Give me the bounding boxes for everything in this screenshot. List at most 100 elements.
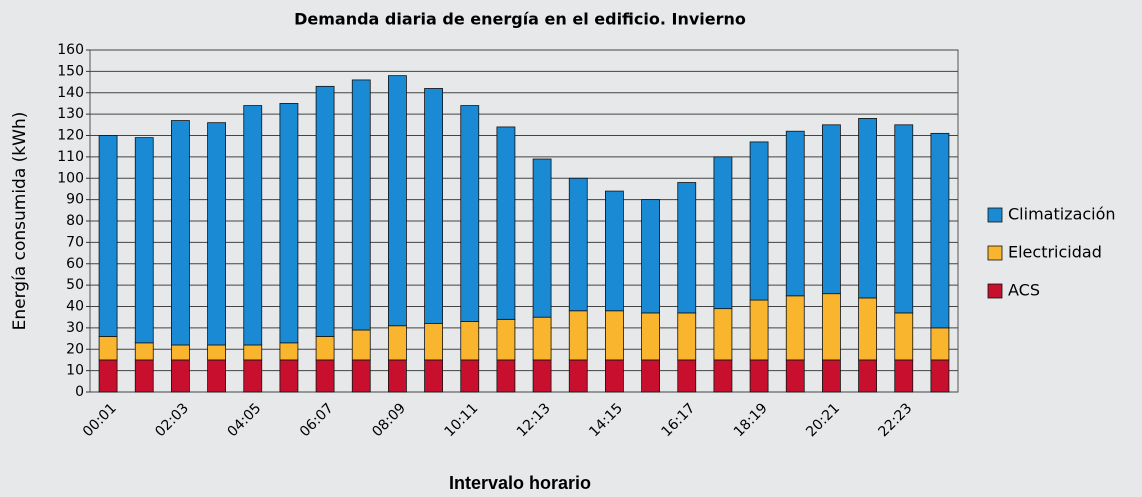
bar-segment xyxy=(388,359,407,393)
y-tick-label: 20 xyxy=(66,341,84,357)
bar-segment xyxy=(496,126,516,320)
bar-segment xyxy=(496,359,516,393)
bar-segment xyxy=(424,88,443,324)
bar-segment xyxy=(605,359,624,393)
bar-segment xyxy=(207,344,226,361)
bar-segment xyxy=(532,158,552,318)
bar-segment xyxy=(496,318,516,361)
bar-segment xyxy=(713,359,733,393)
x-tick-label: 20:21 xyxy=(803,400,843,440)
bar-segment xyxy=(641,312,660,361)
bar-segment xyxy=(98,135,118,337)
bar-segment xyxy=(858,118,877,299)
bar-segment xyxy=(424,359,443,393)
bar-segment xyxy=(568,359,588,393)
bar-segment xyxy=(388,75,407,327)
x-axis-title: Intervalo horario xyxy=(449,473,591,493)
y-tick-label: 150 xyxy=(57,63,84,79)
x-tick-label: 00:01 xyxy=(80,400,120,440)
bar-segment xyxy=(677,182,697,314)
bar-segment xyxy=(207,122,226,346)
bar-segment xyxy=(785,130,805,297)
bar-segment xyxy=(134,359,154,393)
y-tick-label: 90 xyxy=(66,192,84,208)
bar-segment xyxy=(641,359,660,393)
y-tick-label: 130 xyxy=(57,106,84,122)
bar-segment xyxy=(134,137,154,344)
bar-segment xyxy=(568,310,588,361)
y-axis-title: Energía consumida (kWh) xyxy=(10,112,30,331)
y-tick-label: 70 xyxy=(66,234,84,250)
y-tick-label: 160 xyxy=(57,42,84,58)
bar-segment xyxy=(785,295,805,361)
bar-segment xyxy=(713,156,733,310)
bar-segment xyxy=(279,359,299,393)
bar-segment xyxy=(460,359,480,393)
bar-segment xyxy=(98,359,118,393)
bar-segment xyxy=(315,85,335,337)
y-tick-label: 40 xyxy=(66,299,84,315)
bar-segment xyxy=(279,103,299,344)
x-tick-label: 08:09 xyxy=(369,400,409,440)
bar-segment xyxy=(677,359,697,393)
bar-segment xyxy=(351,359,371,393)
bar-segment xyxy=(605,190,624,312)
bar-segment xyxy=(822,293,841,361)
legend-label: Climatización xyxy=(1008,205,1116,224)
y-tick-label: 140 xyxy=(57,85,84,101)
bar-segment xyxy=(243,105,263,346)
bar-segment xyxy=(713,308,733,361)
bar-segment xyxy=(822,359,841,393)
bar-segment xyxy=(641,199,660,314)
bar-segment xyxy=(749,141,769,301)
legend-swatch xyxy=(987,207,1003,223)
bar-segment xyxy=(785,359,805,393)
y-tick-label: 50 xyxy=(66,277,84,293)
bar-segment xyxy=(171,344,190,361)
legend-swatch xyxy=(987,283,1003,299)
legend-swatch xyxy=(987,245,1003,261)
y-tick-label: 100 xyxy=(57,170,84,186)
bar-segment xyxy=(243,344,263,361)
bar-segment xyxy=(207,359,226,393)
x-tick-label: 06:07 xyxy=(297,400,337,440)
bar-segment xyxy=(858,359,877,393)
bar-segment xyxy=(677,312,697,361)
y-tick-label: 80 xyxy=(66,213,84,229)
bar-segment xyxy=(351,329,371,361)
y-tick-label: 120 xyxy=(57,128,84,144)
bar-segment xyxy=(605,310,624,361)
y-tick-label: 10 xyxy=(66,363,84,379)
bar-segment xyxy=(134,342,154,361)
bar-segment xyxy=(388,325,407,361)
chart-title: Demanda diaria de energía en el edificio… xyxy=(294,10,746,29)
x-tick-label: 16:17 xyxy=(659,400,699,440)
x-tick-label: 18:19 xyxy=(731,400,771,440)
bar-segment xyxy=(930,359,950,393)
x-tick-label: 04:05 xyxy=(225,400,265,440)
bar-segment xyxy=(749,299,769,361)
bar-segment xyxy=(822,124,841,295)
bar-segment xyxy=(894,359,914,393)
y-tick-label: 60 xyxy=(66,256,84,272)
bar-segment xyxy=(351,79,371,331)
bar-segment xyxy=(894,124,914,314)
bar-segment xyxy=(171,120,190,346)
bar-segment xyxy=(424,323,443,361)
x-tick-label: 10:11 xyxy=(442,400,482,440)
bar-segment xyxy=(171,359,190,393)
bar-segment xyxy=(930,132,950,329)
bar-segment xyxy=(315,336,335,361)
bar-segment xyxy=(930,327,950,361)
x-tick-label: 14:15 xyxy=(586,400,626,440)
legend-label: Electricidad xyxy=(1008,243,1102,262)
bar-segment xyxy=(279,342,299,361)
x-tick-label: 12:13 xyxy=(514,400,554,440)
bar-segment xyxy=(568,177,588,312)
y-tick-label: 0 xyxy=(75,384,84,400)
y-tick-label: 30 xyxy=(66,320,84,336)
y-tick-label: 110 xyxy=(57,149,84,165)
legend-label: ACS xyxy=(1008,281,1040,300)
bar-segment xyxy=(98,336,118,361)
